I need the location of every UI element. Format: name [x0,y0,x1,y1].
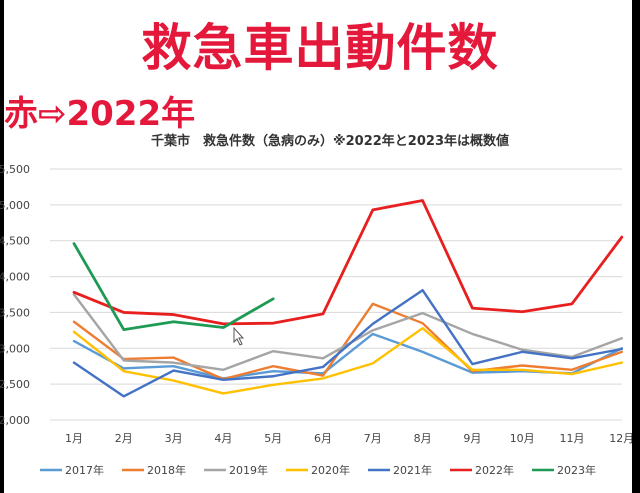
subhead: 赤⇨2022年 [4,94,196,134]
x-tick-label: 5月 [264,432,282,445]
x-axis-ticks: 1月 2月 3月 4月 5月 6月 7月 8月 9月 10月 11月 12月 [65,432,632,445]
y-tick-label: 5,500 [0,163,30,176]
legend-label: 2023年 [557,463,596,477]
series-line [72,242,275,332]
x-tick-label: 8月 [414,432,432,445]
y-tick-label: 5,000 [0,199,30,212]
y-axis-ticks: 2,000 2,500 3,000 3,500 4,000 4,500 5,000 5,500 [0,163,30,427]
grid-lines [50,168,622,421]
legend-label: 2021年 [393,463,432,477]
cursor-icon [233,326,245,346]
legend-label: 2022年 [475,463,514,477]
x-tick-label: 2月 [115,432,133,445]
legend-label: 2017年 [65,463,104,477]
x-tick-label: 10月 [510,432,535,445]
x-tick-label: 4月 [214,432,232,445]
right-edge-bar [632,0,640,493]
y-tick-label: 4,000 [0,271,30,284]
x-tick-label: 6月 [314,432,332,445]
series-line [72,302,623,381]
series-lines [72,199,624,398]
y-tick-label: 4,500 [0,235,30,248]
y-tick-label: 2,000 [0,414,30,427]
legend-label: 2018年 [147,463,186,477]
y-tick-label: 2,500 [0,378,30,391]
series-line [72,327,623,395]
y-tick-label: 3,500 [0,306,30,319]
x-tick-label: 3月 [165,432,183,445]
left-edge-bar [0,0,4,493]
x-tick-label: 1月 [65,432,83,445]
x-tick-label: 12月 [609,432,632,445]
line-chart: 千葉市 救急件数（急病のみ）※2022年と2023年は概数値 2,000 2,50… [0,133,632,477]
chart-title: 千葉市 救急件数（急病のみ）※2022年と2023年は概数値 [151,133,509,149]
legend: 2017年 2018年 2019年 2020年 2021年 2022年 2023年 [40,463,596,477]
x-tick-label: 7月 [364,432,382,445]
legend-label: 2020年 [311,463,350,477]
x-tick-label: 11月 [560,432,585,445]
legend-label: 2019年 [229,463,268,477]
x-tick-label: 9月 [463,432,481,445]
series-line [72,199,624,326]
series-line [72,288,623,398]
y-tick-label: 3,000 [0,342,30,355]
headline: 救急車出動件数 [141,19,499,77]
